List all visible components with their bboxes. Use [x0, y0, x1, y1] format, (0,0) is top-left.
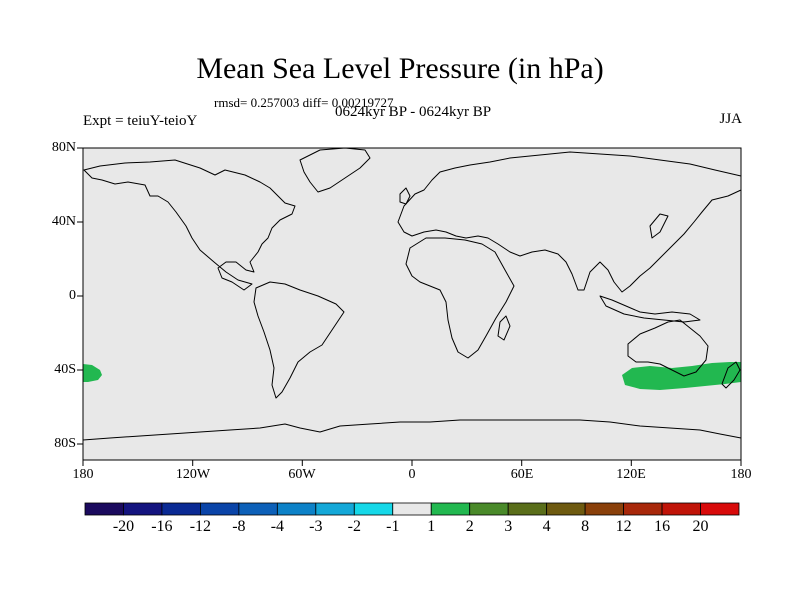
- colorbar-swatch: [700, 502, 740, 516]
- coast-south-america: [253, 281, 345, 399]
- colorbar-swatch: [84, 502, 124, 516]
- map-title: Mean Sea Level Pressure (in hPa): [196, 52, 604, 85]
- colorbar-swatch: [661, 502, 701, 516]
- lon-label-120e: 120E: [616, 467, 646, 482]
- coastlines: [82, 147, 742, 441]
- colorbar-label: 12: [615, 518, 632, 535]
- colorbar-swatch: [353, 502, 394, 516]
- colorbar-swatch: [238, 502, 278, 516]
- coast-new-zealand: [721, 361, 741, 389]
- colorbar-swatch: [546, 502, 586, 516]
- colorbar-label: -2: [347, 518, 361, 535]
- colorbar-label: 3: [504, 518, 513, 535]
- colorbar-label: -4: [270, 518, 285, 535]
- colorbar-swatch: [315, 502, 355, 516]
- colorbar: [84, 502, 740, 516]
- colorbar-swatch: [392, 502, 432, 516]
- season-label: JJA: [719, 111, 742, 127]
- colorbar-label: -3: [309, 518, 323, 535]
- colorbar-swatch: [200, 502, 240, 516]
- lat-label-40s: 40S: [54, 362, 76, 377]
- colorbar-label: 20: [692, 518, 709, 535]
- coast-british-isles: [399, 187, 411, 205]
- lon-label-0: 0: [408, 467, 416, 482]
- anomaly-patch-australia: [622, 362, 741, 390]
- colorbar-swatch: [623, 502, 663, 516]
- colorbar-swatch: [430, 502, 471, 516]
- lon-label-180w: 180: [72, 467, 94, 482]
- period-label: 0624kyr BP - 0624kyr BP: [334, 104, 492, 120]
- coast-africa: [405, 237, 515, 359]
- colorbar-label: -1: [386, 518, 400, 535]
- coast-indonesia: [599, 295, 701, 323]
- colorbar-label: -20: [112, 518, 135, 535]
- colorbar-label: -12: [189, 518, 212, 535]
- colorbar-swatch: [276, 502, 317, 516]
- coast-north-america: [83, 159, 296, 291]
- anomaly-patch-west: [83, 364, 102, 382]
- colorbar-label: 4: [542, 518, 551, 535]
- anomaly-patches: [83, 362, 741, 390]
- colorbar-label: -16: [151, 518, 173, 535]
- colorbar-swatch: [161, 502, 201, 516]
- lon-label-60e: 60E: [510, 467, 534, 482]
- stats-text: rmsd= 0.257003 diff= 0.00219727: [214, 95, 394, 110]
- coast-antarctica: [82, 419, 742, 441]
- coast-madagascar: [497, 315, 511, 341]
- coast-australia: [627, 319, 709, 377]
- colorbar-swatch: [584, 502, 624, 516]
- lon-label-120w: 120W: [175, 467, 211, 482]
- colorbar-label: 2: [465, 518, 474, 535]
- colorbar-label: 1: [427, 518, 436, 535]
- lat-label-80s: 80S: [54, 436, 76, 451]
- colorbar-label: -8: [232, 518, 246, 535]
- colorbar-swatch: [469, 502, 509, 516]
- colorbar-label: 16: [654, 518, 671, 535]
- lat-label-40n: 40N: [51, 214, 76, 229]
- lon-label-60w: 60W: [288, 467, 316, 482]
- map-ocean-background: [83, 148, 741, 460]
- coast-japan: [649, 213, 669, 239]
- lon-label-180e: 180: [730, 467, 752, 482]
- colorbar-label: 8: [581, 518, 590, 535]
- lat-label-0: 0: [69, 288, 76, 303]
- experiment-label: Expt = teiuY-teioY: [83, 113, 198, 129]
- lat-label-80n: 80N: [51, 140, 76, 155]
- colorbar-swatch: [507, 502, 548, 516]
- coast-eurasia: [397, 151, 742, 293]
- colorbar-swatch: [123, 502, 163, 516]
- axis-ticks: [77, 147, 742, 466]
